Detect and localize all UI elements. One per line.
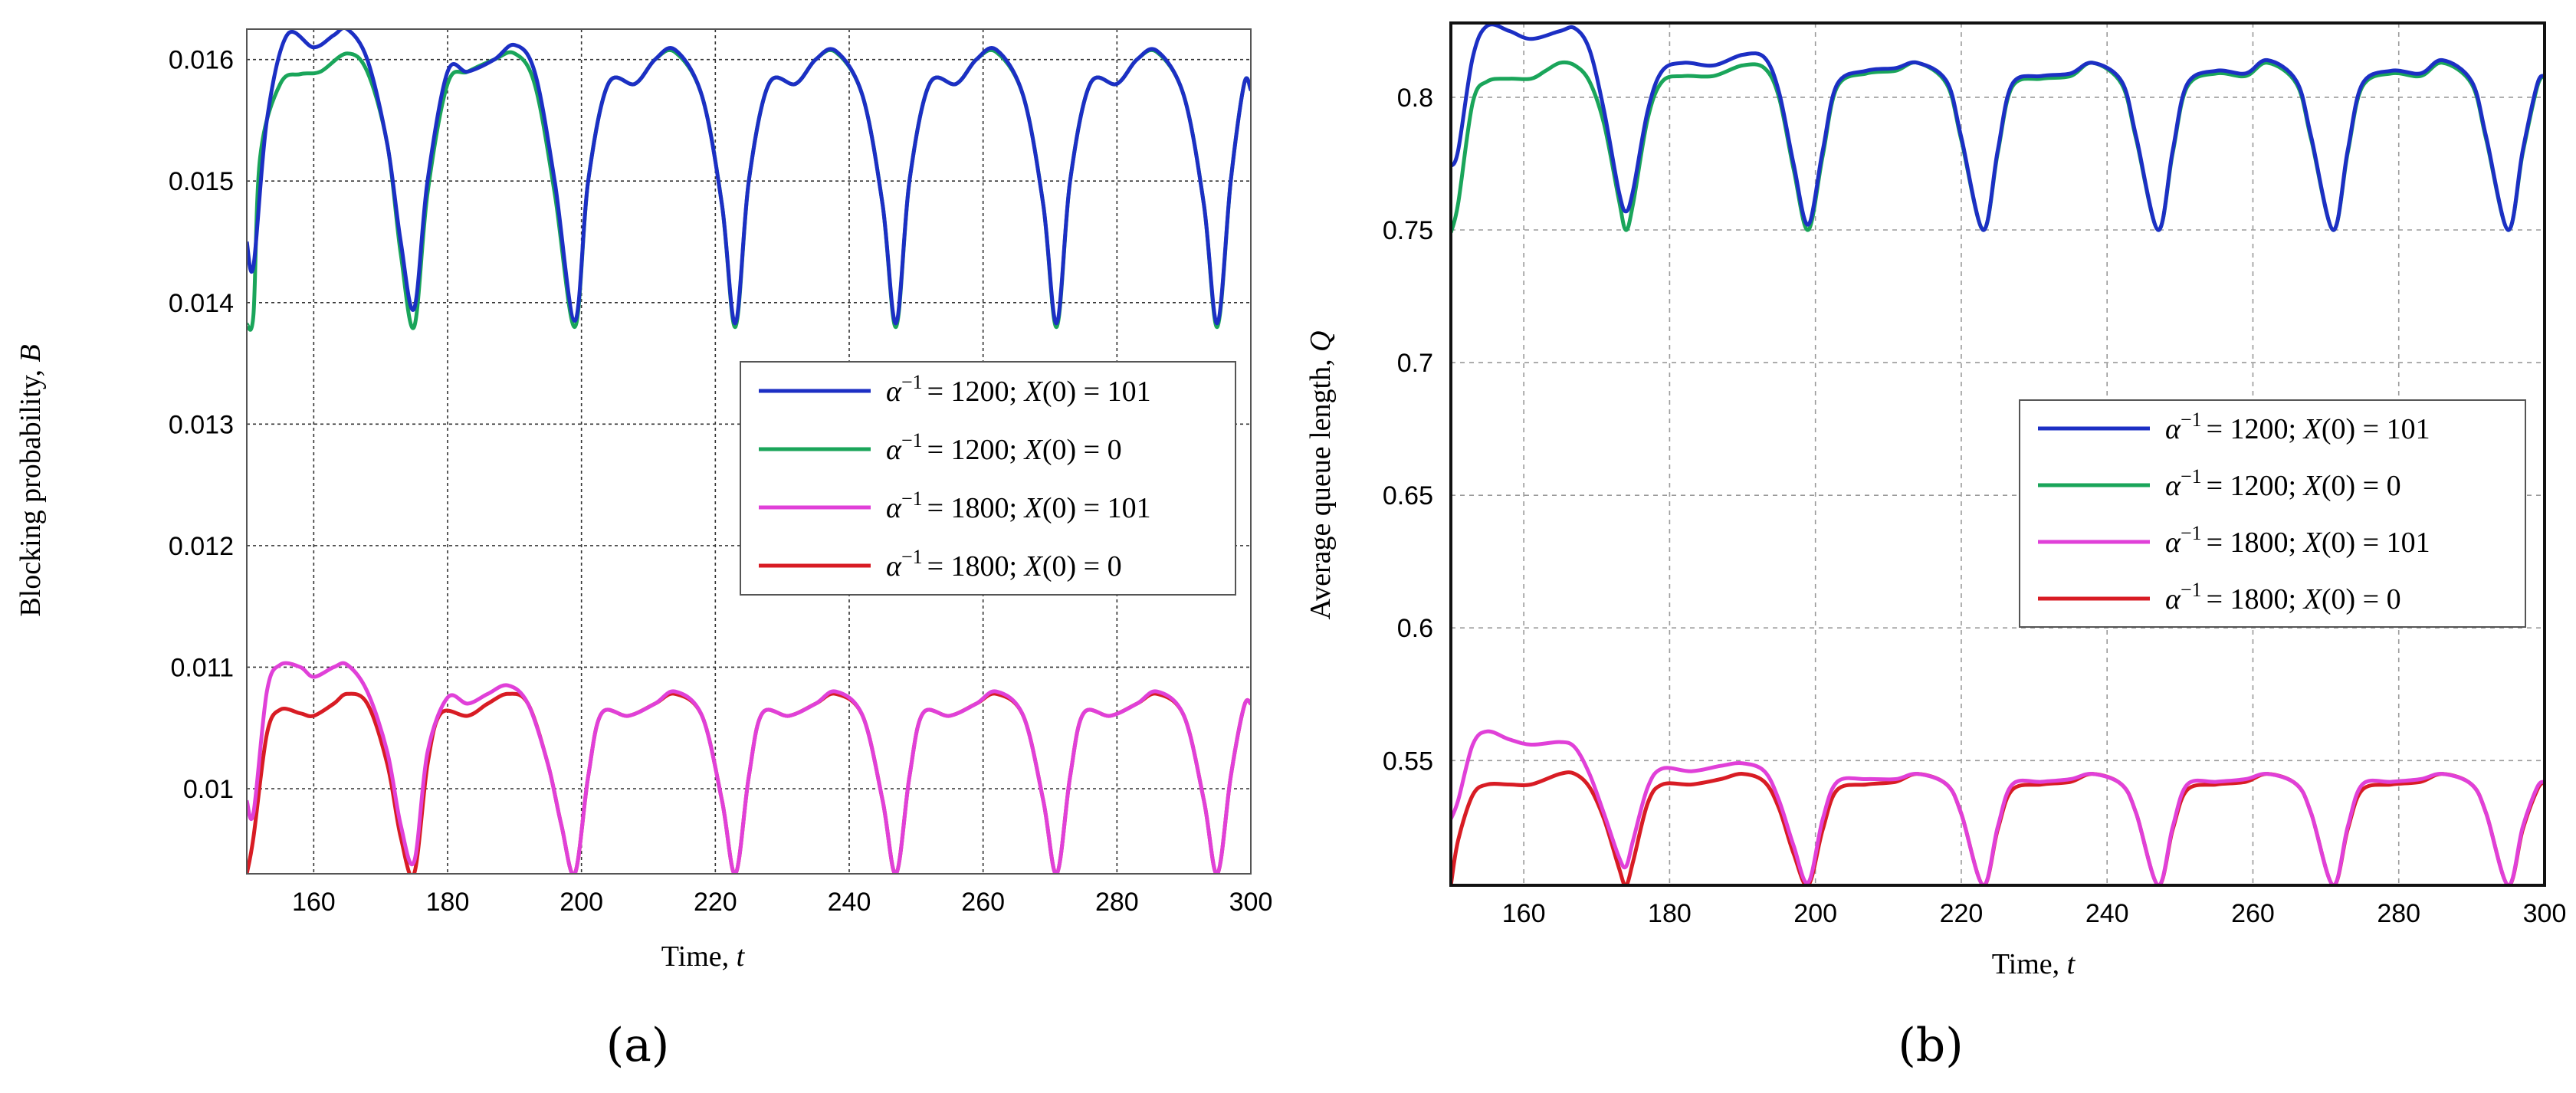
panel-b-legend: α−1 = 1200; X(0) = 101 α−1 = 1200; X(0) = 0… [2019,399,2526,628]
panel-b-label: (b) [1898,1019,1963,1072]
x-tick-label: 180 [426,888,470,917]
y-tick-label: 0.7 [1397,349,1433,378]
x-tick-label: 180 [1648,899,1692,928]
series-line-2 [247,661,1251,874]
series-line-0 [1451,23,2545,232]
y-tick-label: 0.8 [1397,84,1433,113]
x-tick-label: 220 [694,888,737,917]
legend-entry-label: α−1 = 1800; X(0) = 101 [2165,522,2430,559]
x-tick-label: 300 [1229,888,1273,917]
panel-b-x-axis-label: Time, t [1992,948,2076,980]
y-tick-label: 0.75 [1383,216,1433,245]
y-tick-label: 0.01 [183,775,234,804]
y-tick-label: 0.55 [1383,747,1433,776]
x-tick-label: 240 [2085,899,2129,928]
legend-box [2019,399,2526,628]
legend-entry-label: α−1 = 1200; X(0) = 0 [2165,465,2401,502]
panel-a-y-axis-label: Blocking probability, B [15,344,47,616]
panel-a-label: (a) [606,1019,670,1072]
y-tick-label: 0.6 [1397,614,1433,643]
x-tick-label: 200 [1793,899,1837,928]
y-tick-label: 0.015 [169,167,234,196]
y-tick-label: 0.011 [170,653,234,682]
x-tick-label: 280 [1095,888,1139,917]
y-tick-label: 0.013 [169,410,234,439]
y-tick-label: 0.65 [1383,481,1433,510]
panel-b-x-ticks: 160 180 200 220 240 260 280 300 [1502,899,2567,928]
legend-box [740,361,1236,596]
x-tick-label: 220 [1940,899,1984,928]
series-line-2 [1451,729,2545,885]
series-line-0 [247,29,1251,326]
panel-a-legend: α−1 = 1200; X(0) = 101 α−1 = 1200; X(0) = 0… [740,361,1236,596]
panel-a-plot-frame [246,28,1252,875]
x-tick-label: 280 [2377,899,2420,928]
panel-b-average-queue-length: 0.55 0.6 0.65 0.7 0.75 0.8 160 180 200 220 240 260… [1304,21,2567,1072]
legend-entry-label: α−1 = 1200; X(0) = 101 [886,371,1151,408]
panel-a-y-ticks: 0.01 0.011 0.012 0.013 0.014 0.015 0.016 [169,46,234,804]
panel-a-x-ticks: 160 180 200 220 240 260 280 300 [292,888,1272,917]
x-tick-label: 240 [828,888,871,917]
y-tick-label: 0.016 [169,46,234,75]
panel-a-blocking-probability: 0.01 0.011 0.012 0.013 0.014 0.015 0.016 160 18… [15,28,1272,1072]
x-tick-label: 160 [292,888,336,917]
panel-b-y-axis-label: Average queue length, Q [1304,330,1337,619]
x-tick-label: 200 [560,888,603,917]
panel-b-plot-frame [1449,21,2546,887]
x-tick-label: 160 [1502,899,1546,928]
x-tick-label: 260 [961,888,1005,917]
panel-b-series [1451,23,2545,885]
legend-entry-label: α−1 = 1200; X(0) = 101 [2165,409,2430,445]
x-tick-label: 260 [2231,899,2275,928]
legend-entry-label: α−1 = 1800; X(0) = 0 [2165,579,2401,615]
x-tick-label: 300 [2523,899,2567,928]
panel-b-y-ticks: 0.55 0.6 0.65 0.7 0.75 0.8 [1383,84,1433,776]
legend-entry-label: α−1 = 1800; X(0) = 101 [886,487,1151,524]
y-tick-label: 0.014 [169,289,234,318]
legend-entry-label: α−1 = 1800; X(0) = 0 [886,546,1122,583]
panel-a-x-axis-label: Time, t [661,940,746,973]
y-tick-label: 0.012 [169,532,234,561]
legend-entry-label: α−1 = 1200; X(0) = 0 [886,429,1122,466]
